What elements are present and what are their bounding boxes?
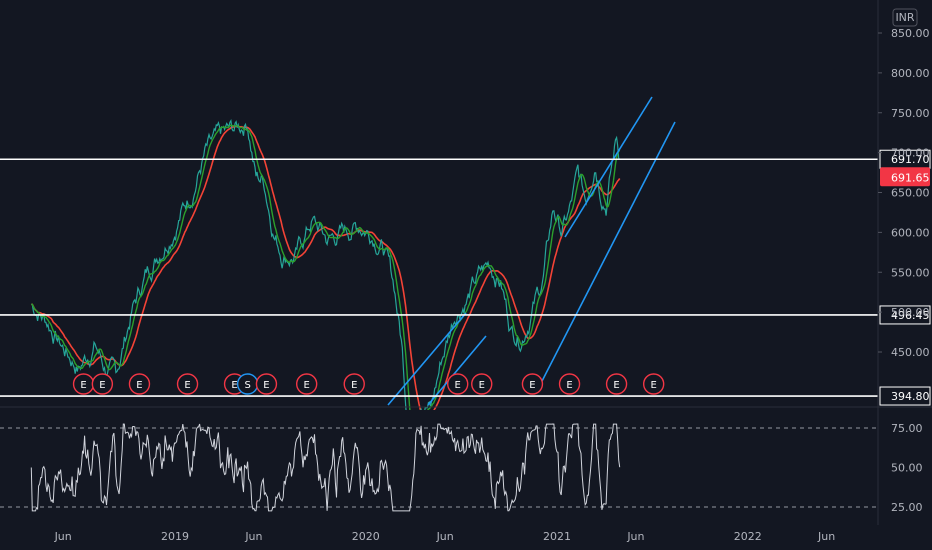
level-label: 496.45 — [891, 309, 930, 322]
close-price-line — [31, 118, 620, 452]
trend-line — [539, 121, 676, 386]
fast-moving-average — [31, 124, 621, 437]
time-tick-label: Jun — [817, 530, 835, 543]
time-tick-label: Jun — [54, 530, 72, 543]
level-label-box — [879, 386, 931, 406]
price-tick-label: 500.00 — [891, 306, 930, 319]
event-marker-label: E — [529, 380, 535, 391]
event-marker — [642, 373, 665, 395]
time-tick-label: Jun — [626, 530, 644, 543]
price-tick-label: 850.00 — [891, 27, 930, 40]
currency-label: INR — [895, 11, 914, 24]
event-marker-label: E — [304, 380, 310, 391]
level-label: 394.80 — [891, 390, 930, 403]
event-marker-label: E — [80, 380, 86, 391]
event-marker — [521, 373, 544, 395]
event-marker-label: E — [99, 380, 105, 391]
event-marker-label: E — [455, 380, 461, 391]
currency-box — [892, 8, 918, 27]
event-marker-label: E — [479, 380, 485, 391]
oscillator-background — [0, 410, 878, 520]
event-marker-label: E — [566, 380, 572, 391]
trend-channel-lines — [387, 96, 676, 406]
time-tick-label: Jun — [244, 530, 262, 543]
event-marker — [343, 373, 365, 395]
event-marker-label: S — [244, 380, 250, 391]
price-tick-label: 600.00 — [891, 226, 930, 239]
oscillator-panel — [0, 406, 932, 520]
price-tick-label: 800.00 — [891, 67, 930, 80]
event-marker-label: E — [136, 380, 142, 391]
last-price-badge — [880, 167, 930, 187]
price-tick-label: 750.00 — [891, 107, 930, 120]
oscillator-line — [30, 423, 621, 512]
oscillator-tick-label: 25.00 — [891, 501, 923, 514]
event-marker-label: E — [184, 380, 190, 391]
slow-moving-average-line — [31, 125, 621, 424]
time-tick-label: 2019 — [161, 530, 189, 543]
price-tick-label: 450.00 — [891, 346, 930, 359]
event-marker — [605, 373, 628, 395]
price-axis: INR 850.00 800.00 750.00 700.00 650.00 600.00 5… — [877, 0, 930, 525]
event-marker-label: E — [231, 380, 237, 391]
trend-line — [427, 335, 487, 406]
price-series — [31, 118, 620, 452]
event-marker — [91, 373, 114, 395]
fast-moving-average-line — [31, 124, 621, 437]
time-axis: Jun 2019 Jun 2020 Jun 2021 Jun 2022 Jun — [54, 530, 836, 543]
level-label: 691.70 — [891, 153, 930, 166]
event-marker-label: E — [351, 380, 357, 391]
event-marker — [176, 373, 199, 395]
event-marker — [558, 373, 581, 395]
time-tick-label: Jun — [436, 530, 454, 543]
price-tick-label: 550.00 — [891, 266, 930, 279]
event-marker-label: E — [263, 380, 269, 391]
time-tick-label: 2021 — [543, 530, 571, 543]
time-tick-label: 2022 — [734, 530, 762, 543]
event-marker — [295, 373, 318, 395]
event-marker — [255, 373, 278, 395]
time-tick-label: 2020 — [352, 530, 380, 543]
horizontal-levels: 691.70 496.45 394.80 691.65 — [0, 149, 931, 406]
slow-moving-average — [31, 125, 621, 424]
trend-line — [564, 96, 653, 238]
oscillator-tick-label: 75.00 — [891, 422, 923, 435]
price-tick-label: 700.00 — [891, 147, 930, 160]
event-marker — [471, 373, 493, 395]
oscillator-tick-label: 50.00 — [891, 462, 923, 475]
trend-line — [387, 312, 467, 406]
event-marker — [128, 373, 151, 395]
event-marker-label: E — [651, 380, 657, 391]
event-marker — [447, 373, 469, 395]
event-marker-label: E — [613, 380, 619, 391]
level-label-box — [879, 305, 931, 325]
price-tick-label: 650.00 — [891, 187, 930, 200]
last-price-label: 691.65 — [891, 171, 930, 184]
